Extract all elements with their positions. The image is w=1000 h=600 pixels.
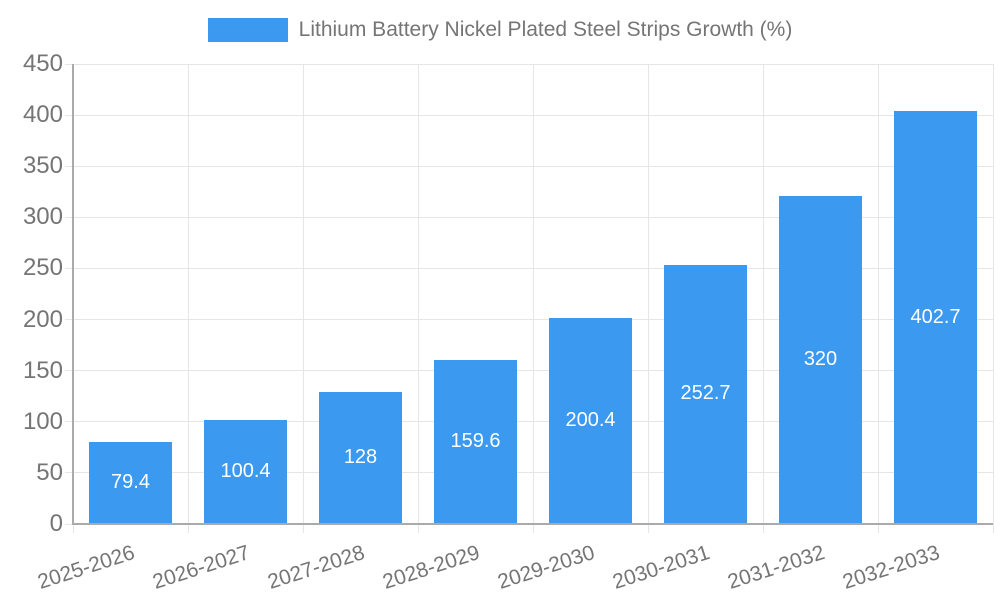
y-axis-label: 0 bbox=[49, 510, 63, 537]
x-axis-line bbox=[72, 523, 993, 525]
x-axis-tick bbox=[647, 524, 649, 533]
bar[interactable]: 128 bbox=[319, 392, 402, 523]
gridline-vertical bbox=[647, 64, 649, 524]
bar-value-label: 159.6 bbox=[450, 429, 501, 452]
bar[interactable]: 79.4 bbox=[89, 441, 172, 523]
gridline-vertical bbox=[532, 64, 534, 524]
y-axis-label: 200 bbox=[22, 305, 63, 333]
y-axis-tick bbox=[65, 370, 73, 372]
y-axis-label: 350 bbox=[22, 152, 63, 180]
x-axis-label: 2027-2028 bbox=[264, 541, 368, 594]
y-axis-tick bbox=[65, 319, 73, 321]
x-axis-tick bbox=[302, 524, 304, 533]
y-axis-tick bbox=[65, 63, 73, 65]
legend-item[interactable]: Lithium Battery Nickel Plated Steel Stri… bbox=[0, 14, 1000, 46]
x-axis-label: 2031-2032 bbox=[724, 541, 828, 594]
y-axis-tick bbox=[65, 472, 73, 474]
y-axis-tick bbox=[65, 523, 73, 525]
bar-value-label: 252.7 bbox=[680, 382, 731, 405]
gridline-vertical bbox=[187, 64, 189, 524]
y-axis-tick bbox=[65, 165, 73, 167]
y-axis-tick bbox=[65, 216, 73, 218]
gridline-vertical bbox=[992, 64, 994, 524]
legend-label: Lithium Battery Nickel Plated Steel Stri… bbox=[298, 18, 793, 41]
y-axis-line bbox=[72, 64, 74, 525]
bar-value-label: 79.4 bbox=[111, 470, 150, 493]
x-axis-tick bbox=[72, 524, 74, 533]
gridline-vertical bbox=[762, 64, 764, 524]
y-axis-tick bbox=[65, 267, 73, 269]
x-axis-tick bbox=[992, 524, 994, 533]
bar[interactable]: 402.7 bbox=[894, 111, 977, 523]
x-axis-label: 2032-2033 bbox=[839, 541, 943, 594]
x-axis-label: 2030-2031 bbox=[609, 541, 713, 594]
gridline-vertical bbox=[877, 64, 879, 524]
bar-value-label: 402.7 bbox=[910, 305, 961, 328]
bar[interactable]: 159.6 bbox=[434, 359, 517, 523]
x-axis-tick bbox=[762, 524, 764, 533]
x-axis-label: 2025-2026 bbox=[34, 541, 138, 594]
y-axis-label: 50 bbox=[36, 458, 63, 486]
x-axis-tick bbox=[417, 524, 419, 533]
bar-value-label: 320 bbox=[803, 347, 838, 370]
bar[interactable]: 100.4 bbox=[204, 420, 287, 523]
bar[interactable]: 320 bbox=[779, 195, 862, 523]
bar[interactable]: 200.4 bbox=[549, 318, 632, 523]
y-axis-label: 150 bbox=[22, 356, 63, 384]
y-axis-tick bbox=[65, 421, 73, 423]
x-axis-label: 2029-2030 bbox=[494, 541, 598, 594]
y-axis-label: 400 bbox=[22, 101, 63, 129]
y-axis-label: 250 bbox=[22, 254, 63, 282]
y-axis-label: 450 bbox=[22, 50, 63, 77]
bar-value-label: 128 bbox=[343, 446, 378, 469]
bar-value-label: 100.4 bbox=[220, 460, 271, 483]
legend-swatch bbox=[207, 18, 288, 42]
x-axis-tick bbox=[877, 524, 879, 533]
bar-value-label: 200.4 bbox=[565, 409, 616, 432]
y-axis-label: 300 bbox=[22, 203, 63, 231]
bar[interactable]: 252.7 bbox=[664, 264, 747, 523]
x-axis-label: 2026-2027 bbox=[149, 541, 253, 594]
x-axis-label: 2028-2029 bbox=[379, 541, 483, 594]
gridline-vertical bbox=[417, 64, 419, 524]
x-axis-tick bbox=[187, 524, 189, 533]
x-axis-tick bbox=[532, 524, 534, 533]
y-axis-label: 100 bbox=[22, 407, 63, 435]
gridline-vertical bbox=[302, 64, 304, 524]
y-axis-tick bbox=[65, 114, 73, 116]
